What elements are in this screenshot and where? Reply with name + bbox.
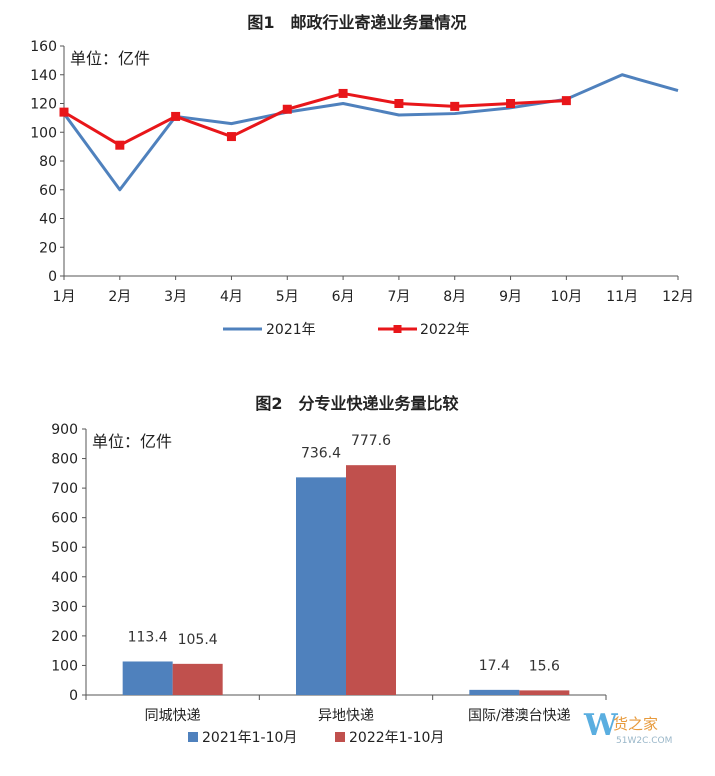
series-point-2022年 [115,140,125,150]
chart1-y-tick-label: 120 [30,97,57,113]
series-point-2022年 [171,111,181,121]
chart1-x-tick-label: 2月 [108,289,131,305]
chart1-x-tick-label: 12月 [662,289,694,305]
chart2-bars: 113.4 105.4 736.4 777.6 17.4 15.6 [122,433,570,695]
chart2-y-tick-label: 200 [51,629,78,645]
chart1-x-tick-label: 11月 [606,289,638,305]
series-point-2022年 [561,96,571,106]
chart2-y-tick-label: 100 [51,658,78,674]
bar-2022年1-10月 [172,663,223,695]
chart1-y-tick-label: 0 [48,269,57,285]
bar-data-label: 777.6 [351,433,391,449]
series-point-2022年 [338,88,348,98]
legend-label-2022-1-10: 2022年1-10月 [349,730,444,746]
chart1-x-tick-label: 6月 [332,289,355,305]
chart1-x-tick-label: 4月 [220,289,243,305]
bar-2022年1-10月 [346,465,396,695]
chart1-title: 图1 邮政行业寄递业务量情况 [247,13,466,32]
bar-2021年1-10月 [122,661,173,695]
watermark-site: 51W2C.COM [616,736,672,746]
chart2-y-tick-label: 900 [51,422,78,438]
bar-2022年1-10月 [519,690,570,695]
bar-data-label: 15.6 [529,658,560,674]
legend-swatch-2022-1-10 [335,732,345,742]
chart2-y-tick-label: 500 [51,540,78,556]
chart1: 图1 邮政行业寄递业务量情况 0 20 40 60 80 100 120 140 160 1月 2月… [30,13,694,338]
series-point-2022年 [450,101,460,111]
legend-label-2021-1-10: 2021年1-10月 [202,730,297,746]
chart1-y-tick-label: 60 [39,183,57,199]
chart1-x-tick-label: 7月 [387,289,410,305]
legend-label-2021: 2021年 [266,322,316,338]
chart2-x-tick-label: 国际/港澳台快递 [468,708,571,724]
bar-2021年1-10月 [469,689,520,695]
watermark-brand: 货之家 [613,715,658,733]
chart2-x-tick-label: 异地快递 [318,708,374,724]
bar-data-label: 113.4 [128,629,168,645]
chart1-unit-label: 单位：亿件 [70,49,150,68]
chart1-legend: 2021年 2022年 [223,322,470,338]
chart2-y-tick-label: 400 [51,570,78,586]
chart2-title: 图2 分专业快递业务量比较 [255,394,458,413]
chart1-x-tick-label: 8月 [443,289,466,305]
chart1-axes: 0 20 40 60 80 100 120 140 160 1月 2月 3月 4月 5月 6月 7月 8月 9月 1… [30,39,694,305]
series-point-2022年 [59,107,69,117]
bar-data-label: 17.4 [479,658,510,674]
chart1-x-tick-label: 10月 [550,289,582,305]
chart2-y-tick-label: 300 [51,599,78,615]
bar-data-label: 736.4 [301,445,341,461]
series-point-2022年 [282,104,292,114]
chart1-x-tick-label: 5月 [276,289,299,305]
series-point-2022年 [226,132,236,142]
bar-data-label: 105.4 [178,632,218,648]
chart2-y-tick-label: 700 [51,481,78,497]
chart1-y-tick-label: 140 [30,68,57,84]
chart1-series [59,73,679,192]
series-line-2022年 [63,91,567,147]
chart2-legend: 2021年1-10月 2022年1-10月 [188,730,444,746]
chart1-y-tick-label: 80 [39,154,57,170]
chart2-y-tick-label: 0 [69,688,78,704]
series-point-2022年 [506,99,516,108]
chart1-y-tick-label: 100 [30,125,57,141]
watermark-w-glyph: W [583,708,619,743]
chart1-x-tick-label: 3月 [164,289,187,305]
watermark-logo: W 货之家 51W2C.COM [583,708,672,746]
legend-swatch-2021-1-10 [188,732,198,742]
chart2: 图2 分专业快递业务量比较 0 100 200 300 400 500 600 700 800 9… [51,394,607,746]
series-line-2021年 [62,73,679,192]
chart2-unit-label: 单位：亿件 [92,432,172,451]
legend-label-2022: 2022年 [420,322,470,338]
chart1-y-tick-label: 160 [30,39,57,55]
chart1-y-tick-label: 40 [39,212,57,228]
chart1-x-tick-label: 1月 [53,289,76,305]
legend-marker-2022 [393,325,402,333]
chart2-y-tick-label: 800 [51,452,78,468]
chart2-y-tick-label: 600 [51,511,78,527]
chart1-x-tick-label: 9月 [499,289,522,305]
chart1-y-tick-label: 20 [39,240,57,256]
series-point-2022年 [394,99,404,108]
chart2-x-tick-label: 同城快递 [145,708,201,724]
bar-2021年1-10月 [296,477,346,695]
